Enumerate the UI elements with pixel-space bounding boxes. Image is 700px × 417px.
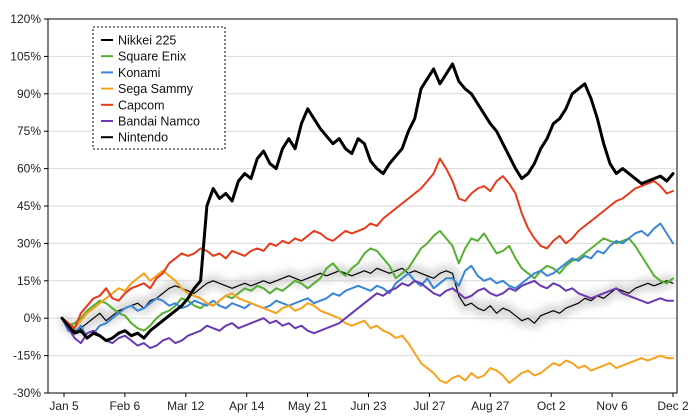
y-tick-label: 120% <box>10 12 41 26</box>
legend-label-capcom: Capcom <box>118 98 165 112</box>
axes: -30% -15% 0% 15% 30% 45% 60% 75% 90% 105% 120% Jan … <box>10 12 689 413</box>
y-tick-label: 0% <box>24 311 42 325</box>
x-tick-label: Apr 14 <box>229 399 265 413</box>
y-tick-label: 45% <box>17 199 41 213</box>
legend-box <box>92 26 226 150</box>
series-line-nikkei-225 <box>61 267 674 332</box>
y-tick-label: 75% <box>17 124 41 138</box>
x-tick-label: Oct 2 <box>537 399 566 413</box>
x-tick-label: Feb 6 <box>110 399 141 413</box>
y-tick-label: 30% <box>17 236 41 250</box>
y-tick-label: 105% <box>10 49 41 63</box>
legend-label-square-enix: Square Enix <box>118 50 187 64</box>
y-tick-label: 60% <box>17 162 41 176</box>
y-tick-label: -30% <box>13 386 41 400</box>
series-line-nintendo <box>60 62 675 343</box>
series-line-square-enix <box>61 229 674 332</box>
x-tick-label: May 21 <box>288 399 328 413</box>
x-tick-label: Jun 23 <box>350 399 386 413</box>
series-line-konami <box>61 222 674 340</box>
y-tick-label: 15% <box>17 274 41 288</box>
y-tick-label: -15% <box>13 349 41 363</box>
legend-label-nikkei-225: Nikkei 225 <box>118 34 176 48</box>
legend: Nikkei 225 Square Enix Konami Sega Sammy Cap… <box>92 26 226 150</box>
legend-label-konami: Konami <box>118 66 160 80</box>
legend-label-nintendo: Nintendo <box>118 131 168 145</box>
series-lines <box>57 62 676 384</box>
y-tick-label: 90% <box>17 87 41 101</box>
legend-label-sega-sammy: Sega Sammy <box>118 82 194 96</box>
series-line-capcom <box>61 157 674 330</box>
x-tick-label: Nov 6 <box>596 399 628 413</box>
x-tick-label: Dec 2 <box>657 399 689 413</box>
series-line-bandai-namco <box>61 279 674 350</box>
x-tick-label: Mar 12 <box>167 399 205 413</box>
x-tick-label: Aug 27 <box>471 399 509 413</box>
x-tick-label: Jul 27 <box>413 399 445 413</box>
legend-label-bandai-namco: Bandai Namco <box>118 115 200 129</box>
x-tick-label: Jan 5 <box>49 399 79 413</box>
